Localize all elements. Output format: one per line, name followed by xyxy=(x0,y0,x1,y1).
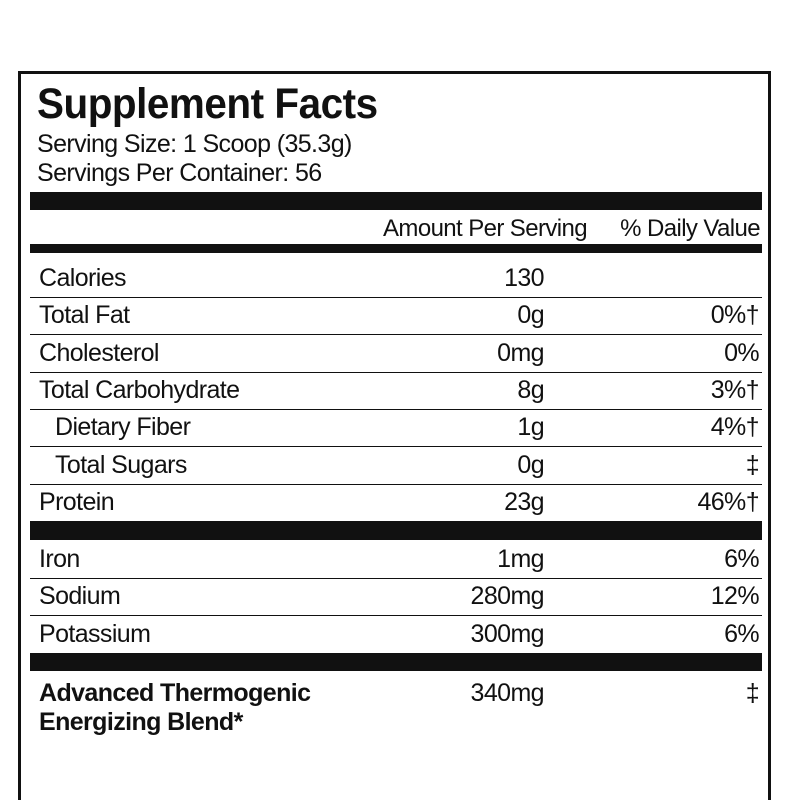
nutrient-name: Cholesterol xyxy=(39,338,159,367)
daily-value: 4%† xyxy=(710,413,760,442)
amount: 0mg xyxy=(497,338,544,367)
nutrient-name: Total Fat xyxy=(39,301,130,330)
amount: 1g xyxy=(517,413,544,442)
nutrient-row: Iron 1mg 6% xyxy=(30,541,762,579)
divider-bar xyxy=(30,521,762,540)
nutrient-row: Potassium 300mg 6% xyxy=(30,616,762,653)
amount: 300mg xyxy=(470,619,545,648)
nutrient-row: Total Fat 0g 0%† xyxy=(30,297,762,336)
amount: 23g xyxy=(504,487,545,516)
nutrient-name: Sodium xyxy=(39,582,121,611)
daily-value: 0% xyxy=(724,338,760,367)
nutrient-name: Calories xyxy=(39,264,127,292)
daily-value: ‡ xyxy=(745,450,760,479)
servings-per-container: Servings Per Container: 56 xyxy=(37,159,322,187)
amount: 0g xyxy=(517,450,544,479)
nutrient-name: Potassium xyxy=(39,619,151,648)
nutrient-row: Advanced Thermogenic Energizing Blend* 340… xyxy=(30,675,762,741)
nutrient-name: Advanced Thermogenic xyxy=(39,679,311,707)
divider-bar xyxy=(30,192,762,210)
daily-value: 12% xyxy=(710,582,760,611)
amount: 1mg xyxy=(497,545,544,573)
amount: 0g xyxy=(517,301,544,330)
nutrient-row: Protein 23g 46%† xyxy=(30,484,762,521)
nutrient-row: Total Sugars 0g ‡ xyxy=(30,447,762,485)
daily-value: 6% xyxy=(724,545,760,573)
serving-size: Serving Size: 1 Scoop (35.3g) xyxy=(37,130,352,158)
nutrient-name: Iron xyxy=(39,545,80,573)
daily-value-header: % Daily Value xyxy=(620,215,760,242)
daily-value: 0%† xyxy=(710,301,760,330)
amount: 130 xyxy=(504,264,545,292)
daily-value: 6% xyxy=(724,619,760,648)
nutrient-name: Dietary Fiber xyxy=(55,413,191,442)
daily-value: 46%† xyxy=(697,487,759,516)
divider-bar xyxy=(30,653,762,671)
nutrient-row: Total Carbohydrate 8g 3%† xyxy=(30,372,762,410)
amount: 340mg xyxy=(470,679,545,707)
amount: 280mg xyxy=(470,582,545,611)
divider-bar xyxy=(30,244,762,253)
nutrient-row: Cholesterol 0mg 0% xyxy=(30,335,762,373)
supplement-facts-panel: Supplement Facts Serving Size: 1 Scoop (… xyxy=(18,71,771,800)
amount: 8g xyxy=(517,375,544,404)
daily-value: 3%† xyxy=(710,375,760,404)
nutrient-name: Total Carbohydrate xyxy=(39,375,240,404)
nutrient-name: Energizing Blend* xyxy=(39,708,243,736)
daily-value: ‡ xyxy=(745,679,760,707)
title: Supplement Facts xyxy=(37,80,378,128)
nutrient-row: Sodium 280mg 12% xyxy=(30,578,762,617)
nutrient-name: Total Sugars xyxy=(55,450,187,479)
nutrient-row: Dietary Fiber 1g 4%† xyxy=(30,409,762,448)
amount-header: Amount Per Serving xyxy=(383,215,588,242)
nutrient-row: Calories 130 xyxy=(30,260,762,298)
nutrient-name: Protein xyxy=(39,487,115,516)
